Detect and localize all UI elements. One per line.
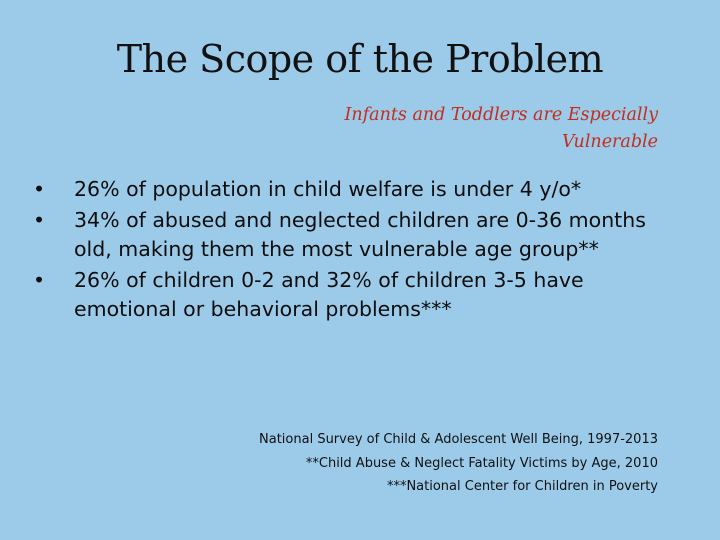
footnotes: National Survey of Child & Adolescent We…: [138, 428, 658, 499]
bullet-item-1: • 26% of population in child welfare is …: [33, 175, 673, 205]
bullet-item-3: • 26% of children 0-2 and 32% of childre…: [33, 266, 673, 325]
bullet-list: • 26% of population in child welfare is …: [33, 175, 673, 326]
footnote-3: ***National Center for Children in Pover…: [386, 479, 658, 494]
bullet-text-3: 26% of children 0-2 and 32% of children …: [74, 267, 584, 322]
bullet-item-2: • 34% of abused and neglected children a…: [33, 206, 673, 265]
slide-subtitle-line-1: Infants and Toddlers are Especially: [344, 105, 658, 125]
slide-subtitle: Infants and Toddlers are Especially Vuln…: [298, 102, 658, 156]
bullet-dot-icon: •: [33, 207, 46, 232]
footnote-1: National Survey of Child & Adolescent We…: [259, 432, 658, 447]
bullet-dot-icon: •: [33, 177, 46, 201]
slide-title: The Scope of the Problem: [116, 37, 604, 81]
bullet-dot-icon: •: [33, 267, 46, 292]
slide-subtitle-line-2: Vulnerable: [562, 132, 658, 152]
bullet-text-1: 26% of population in child welfare is un…: [74, 177, 582, 201]
bullet-text-2: 34% of abused and neglected children are…: [74, 207, 646, 262]
footnote-2: **Child Abuse & Neglect Fatality Victims…: [305, 455, 658, 471]
